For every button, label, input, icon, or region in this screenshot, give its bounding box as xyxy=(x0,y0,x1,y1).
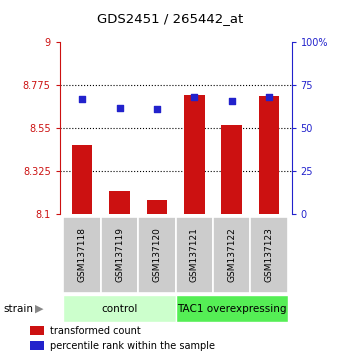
Text: percentile rank within the sample: percentile rank within the sample xyxy=(50,341,215,350)
Text: control: control xyxy=(101,304,138,314)
Point xyxy=(117,105,122,110)
Bar xyxy=(30,326,44,335)
Point xyxy=(192,95,197,100)
Point xyxy=(229,98,235,104)
FancyBboxPatch shape xyxy=(101,217,138,293)
Bar xyxy=(221,125,242,214)
FancyBboxPatch shape xyxy=(63,217,101,293)
Bar xyxy=(109,191,130,214)
Point xyxy=(79,96,85,102)
Bar xyxy=(147,200,167,214)
FancyBboxPatch shape xyxy=(176,295,288,322)
Bar xyxy=(30,341,44,350)
FancyBboxPatch shape xyxy=(213,217,250,293)
FancyBboxPatch shape xyxy=(138,217,176,293)
Text: GSM137119: GSM137119 xyxy=(115,227,124,282)
Text: GSM137121: GSM137121 xyxy=(190,227,199,282)
Text: GSM137123: GSM137123 xyxy=(265,227,273,282)
Text: strain: strain xyxy=(3,304,33,314)
Text: GSM137118: GSM137118 xyxy=(78,227,87,282)
Text: GSM137122: GSM137122 xyxy=(227,228,236,282)
Point xyxy=(154,107,160,112)
FancyBboxPatch shape xyxy=(176,217,213,293)
Text: TAC1 overexpressing: TAC1 overexpressing xyxy=(177,304,286,314)
FancyBboxPatch shape xyxy=(250,217,288,293)
Point xyxy=(266,95,272,100)
FancyBboxPatch shape xyxy=(63,295,176,322)
Bar xyxy=(184,95,205,214)
Text: GDS2451 / 265442_at: GDS2451 / 265442_at xyxy=(98,12,243,25)
Bar xyxy=(72,145,92,214)
Text: GSM137120: GSM137120 xyxy=(152,227,161,282)
Text: ▶: ▶ xyxy=(35,304,43,314)
Bar xyxy=(259,96,279,214)
Text: transformed count: transformed count xyxy=(50,326,141,336)
